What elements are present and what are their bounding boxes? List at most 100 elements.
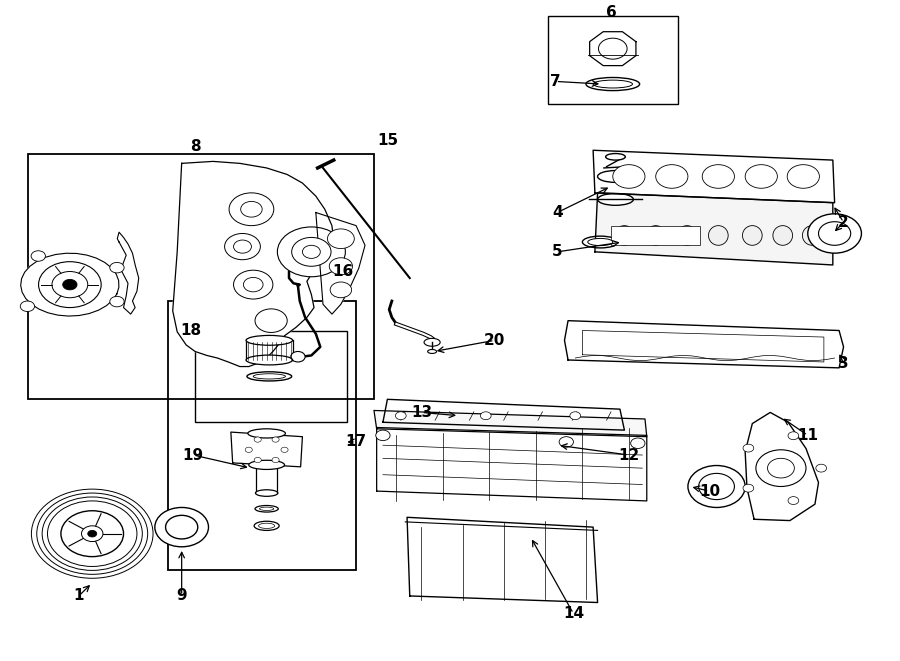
Circle shape <box>330 282 352 297</box>
Circle shape <box>743 485 753 492</box>
Text: 7: 7 <box>550 74 561 89</box>
Circle shape <box>788 165 819 188</box>
Circle shape <box>292 237 331 266</box>
Circle shape <box>39 262 101 307</box>
Text: 13: 13 <box>410 405 432 420</box>
Circle shape <box>254 437 261 442</box>
Ellipse shape <box>247 371 292 381</box>
Bar <box>168 301 356 570</box>
Circle shape <box>688 465 745 508</box>
Ellipse shape <box>586 77 640 91</box>
Text: 18: 18 <box>180 323 202 338</box>
Circle shape <box>61 511 123 557</box>
Circle shape <box>281 447 288 452</box>
Polygon shape <box>117 232 139 314</box>
Ellipse shape <box>248 429 285 438</box>
Polygon shape <box>316 213 365 314</box>
Circle shape <box>702 165 734 188</box>
Ellipse shape <box>246 335 292 345</box>
Circle shape <box>272 457 279 463</box>
Text: 12: 12 <box>618 447 640 463</box>
Circle shape <box>155 508 209 547</box>
Circle shape <box>395 412 406 420</box>
Circle shape <box>328 229 355 249</box>
Circle shape <box>329 258 353 275</box>
Polygon shape <box>593 150 834 203</box>
Circle shape <box>631 438 645 448</box>
Ellipse shape <box>593 80 633 88</box>
Circle shape <box>225 233 260 260</box>
Circle shape <box>277 227 346 277</box>
Bar <box>611 225 700 245</box>
Polygon shape <box>595 193 832 265</box>
Circle shape <box>768 458 795 478</box>
Text: 14: 14 <box>562 606 584 621</box>
Circle shape <box>254 457 261 463</box>
Circle shape <box>82 525 103 541</box>
Circle shape <box>788 496 798 504</box>
Circle shape <box>233 270 273 299</box>
Ellipse shape <box>428 350 436 354</box>
Ellipse shape <box>258 524 274 528</box>
Circle shape <box>818 221 850 245</box>
Text: 15: 15 <box>377 133 398 148</box>
Ellipse shape <box>606 153 626 160</box>
Circle shape <box>52 272 87 297</box>
Text: 5: 5 <box>552 245 562 259</box>
Text: 1: 1 <box>74 588 84 603</box>
Ellipse shape <box>246 355 292 365</box>
Ellipse shape <box>615 225 634 245</box>
Ellipse shape <box>253 373 285 379</box>
Circle shape <box>302 245 320 258</box>
Circle shape <box>32 489 153 578</box>
Ellipse shape <box>708 225 728 245</box>
Circle shape <box>255 309 287 332</box>
Ellipse shape <box>256 490 278 496</box>
Ellipse shape <box>598 194 634 206</box>
Bar <box>195 330 347 422</box>
Text: 8: 8 <box>190 139 201 155</box>
Circle shape <box>559 437 573 447</box>
Ellipse shape <box>588 239 613 246</box>
Ellipse shape <box>646 225 666 245</box>
Circle shape <box>788 432 798 440</box>
Circle shape <box>481 412 491 420</box>
Circle shape <box>743 444 753 452</box>
Ellipse shape <box>742 225 762 245</box>
Polygon shape <box>407 518 598 603</box>
Text: 3: 3 <box>838 356 849 371</box>
Circle shape <box>233 240 251 253</box>
Circle shape <box>570 412 580 420</box>
Circle shape <box>245 447 252 452</box>
Ellipse shape <box>677 225 697 245</box>
Text: 17: 17 <box>346 434 366 449</box>
Ellipse shape <box>255 506 278 512</box>
Circle shape <box>42 497 142 570</box>
Circle shape <box>613 165 645 188</box>
Text: 11: 11 <box>797 428 818 443</box>
Text: 10: 10 <box>698 484 720 498</box>
Text: 19: 19 <box>183 447 204 463</box>
Text: 2: 2 <box>838 215 849 230</box>
Text: 16: 16 <box>332 264 354 279</box>
Polygon shape <box>374 410 647 437</box>
Polygon shape <box>377 428 647 501</box>
Ellipse shape <box>773 225 793 245</box>
Bar <box>548 16 678 104</box>
Polygon shape <box>564 321 843 368</box>
Bar <box>28 153 374 399</box>
Circle shape <box>598 38 627 59</box>
Circle shape <box>230 193 274 225</box>
Circle shape <box>48 501 137 566</box>
Polygon shape <box>173 161 334 367</box>
Circle shape <box>815 464 826 472</box>
Circle shape <box>37 493 148 574</box>
Circle shape <box>808 214 861 253</box>
Circle shape <box>745 165 778 188</box>
Text: 20: 20 <box>484 333 506 348</box>
Circle shape <box>63 280 77 290</box>
Circle shape <box>272 437 279 442</box>
Ellipse shape <box>248 460 284 469</box>
Circle shape <box>756 449 806 486</box>
Polygon shape <box>590 32 636 65</box>
